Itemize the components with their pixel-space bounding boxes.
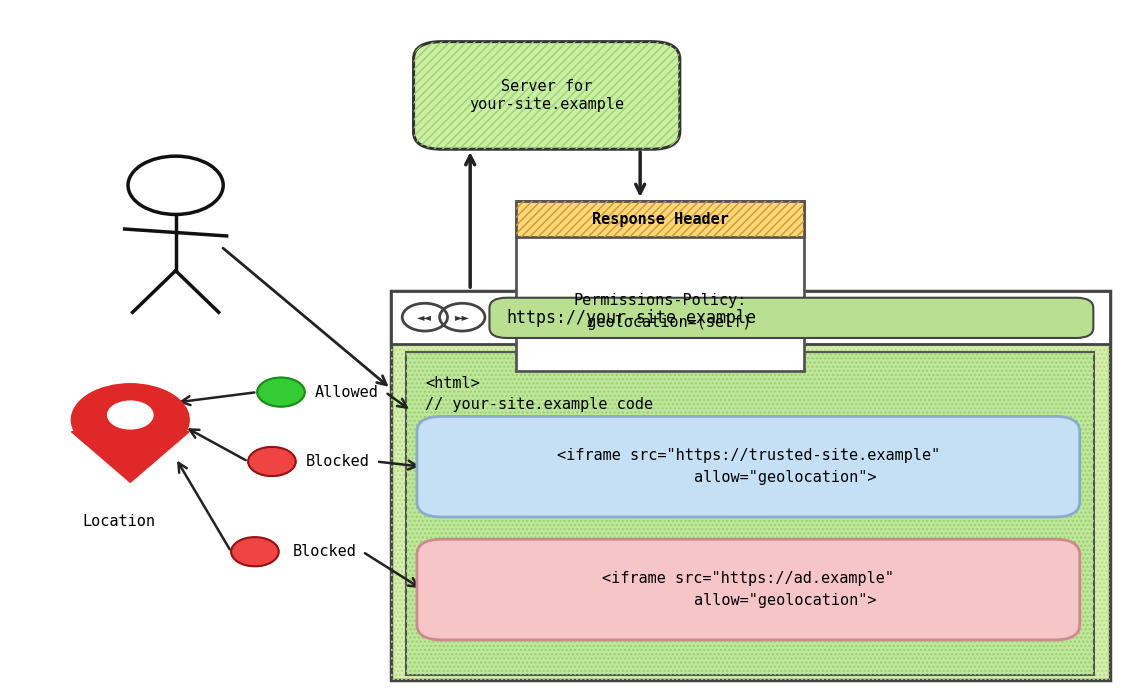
Text: <iframe src="https://trusted-site.example"
        allow="geolocation">: <iframe src="https://trusted-site.exampl… [556,448,940,485]
Text: <iframe src="https://ad.example"
        allow="geolocation">: <iframe src="https://ad.example" allow="… [603,571,894,608]
Text: Location: Location [83,514,155,529]
Text: Blocked: Blocked [306,454,369,469]
Bar [516,201,804,237]
FancyBboxPatch shape [414,42,680,149]
Text: https://your-site.example: https://your-site.example [506,309,757,327]
Text: <html>
// your-site.example code: <html> // your-site.example code [425,376,653,412]
FancyBboxPatch shape [417,416,1080,517]
Circle shape [257,378,305,407]
Circle shape [71,384,189,456]
Text: Permissions-Policy:
  geolocation=(self): Permissions-Policy: geolocation=(self) [569,293,751,330]
FancyBboxPatch shape [417,539,1080,640]
Bar [406,352,1094,675]
Polygon shape [71,432,189,482]
Text: ►►: ►► [454,312,470,322]
Bar [406,352,1094,675]
Text: Allowed: Allowed [315,384,378,400]
Text: ◄◄: ◄◄ [417,312,433,322]
Circle shape [231,537,279,566]
Bar [516,201,804,371]
Bar [391,291,1110,680]
Circle shape [108,401,153,429]
Bar [391,291,1110,344]
Bar [391,291,1110,680]
FancyBboxPatch shape [489,298,1093,338]
Text: Blocked: Blocked [292,544,356,559]
Bar [516,201,804,237]
Text: Response Header: Response Header [591,212,729,227]
Text: Server for
your-site.example: Server for your-site.example [469,79,624,112]
Circle shape [248,447,296,476]
